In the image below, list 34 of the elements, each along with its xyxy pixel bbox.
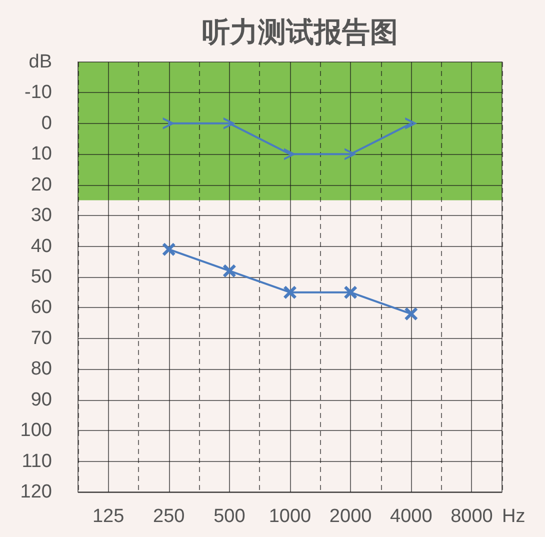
y-tick-label: 30 — [30, 205, 52, 226]
point — [162, 117, 175, 130]
y-tick-label: 70 — [30, 328, 52, 349]
x-tick-label: 500 — [214, 506, 246, 527]
y-tick-label: 120 — [20, 482, 52, 502]
y-tick-label: 80 — [30, 358, 52, 380]
point — [405, 117, 418, 130]
point — [344, 286, 358, 299]
y-tick-label: 100 — [20, 420, 52, 442]
x-tick-label: 250 — [153, 506, 185, 527]
x-tick-label: 1000 — [268, 506, 312, 527]
x-axis-title: Hz — [502, 506, 526, 527]
y-tick-label: 50 — [30, 266, 52, 288]
x-tick-label: 8000 — [450, 506, 493, 527]
y-axis-title: dB — [28, 52, 52, 72]
y-tick-label: 40 — [30, 236, 52, 257]
point — [162, 242, 176, 256]
y-tick-label: 60 — [30, 297, 52, 318]
y-tick-label: 10 — [30, 144, 52, 165]
x-tick-label: 125 — [92, 506, 124, 527]
point — [404, 307, 418, 320]
y-tick-label: 110 — [22, 450, 52, 472]
x-tick-label: 2000 — [329, 506, 372, 527]
point — [223, 117, 236, 130]
y-tick-label: 20 — [30, 174, 52, 196]
point — [284, 286, 296, 299]
point — [344, 148, 357, 160]
chart-title: 听力测试报告图 — [202, 16, 398, 48]
point — [284, 148, 296, 160]
y-tick-label: 0 — [41, 112, 52, 134]
y-tick-label: 90 — [30, 389, 52, 410]
point — [222, 264, 236, 278]
x-tick-label: 4000 — [390, 506, 432, 527]
y-tick-label: -10 — [24, 82, 52, 104]
